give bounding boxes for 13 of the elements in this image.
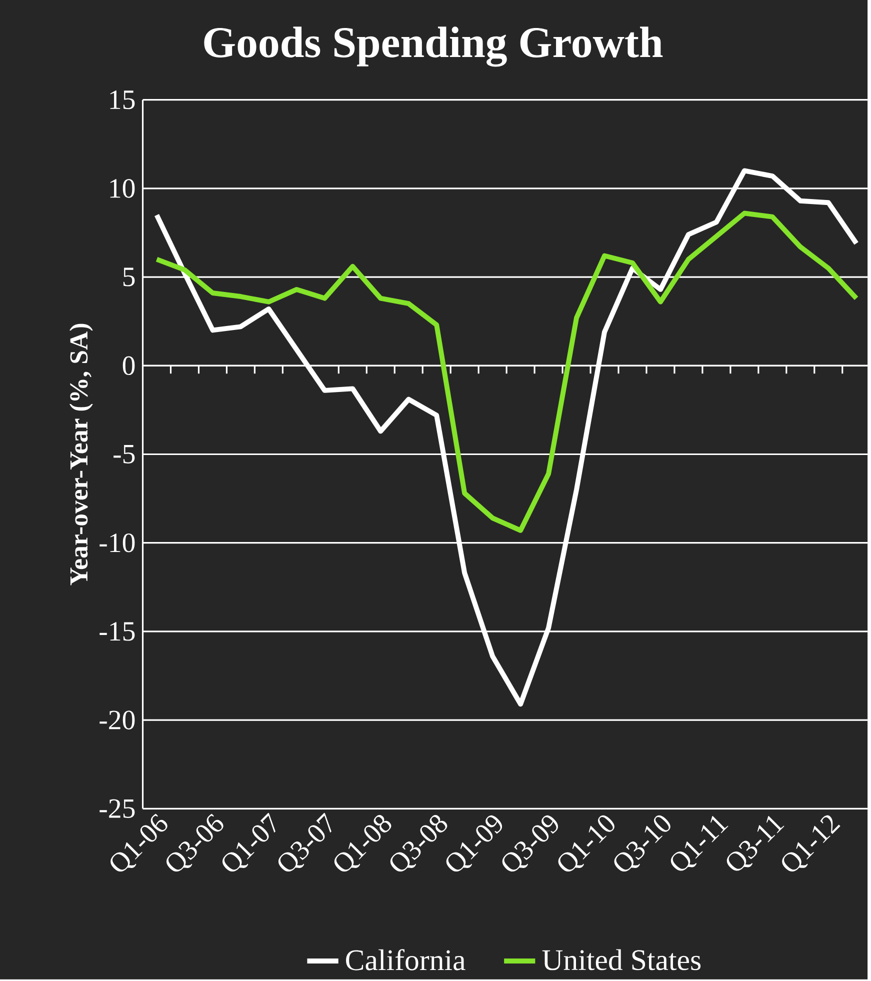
y-axis-title: Year-over-Year (%, SA) <box>69 324 93 586</box>
line-series <box>154 210 859 533</box>
y-tick-label: -15 <box>100 622 135 641</box>
chart-title: Goods Spending Growth <box>204 26 663 67</box>
y-tick-label: -20 <box>100 710 135 730</box>
y-tick-label: 0 <box>122 356 135 376</box>
y-tick-label: -10 <box>100 533 135 552</box>
legend-label: United States <box>542 949 700 970</box>
y-tick-label: 10 <box>110 179 135 198</box>
y-tick-label: 5 <box>123 268 135 286</box>
y-tick-label: 15 <box>110 90 135 110</box>
legend-label: California <box>346 949 466 970</box>
y-tick-label: -5 <box>114 444 135 464</box>
